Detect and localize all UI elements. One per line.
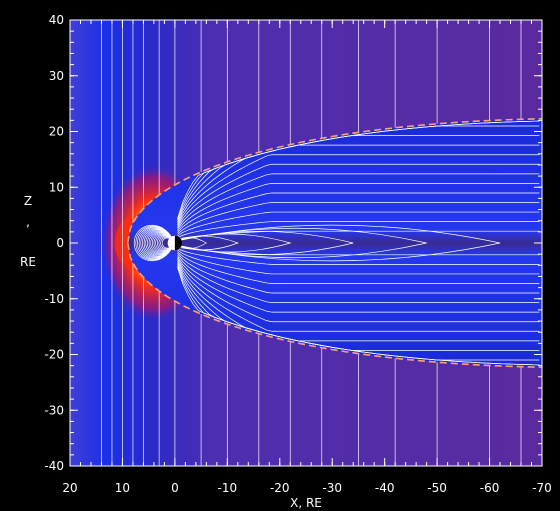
tail-field-line — [177, 256, 540, 313]
tail-field-line — [177, 211, 540, 237]
x-axis-label: X, RE — [290, 496, 322, 510]
tail-field-line — [177, 251, 540, 284]
x-tick-label: 20 — [62, 481, 77, 495]
y-tick-label: 30 — [49, 69, 64, 83]
y-axis: 40 30 20 10 0 -10 -20 -30 -40 — [44, 13, 542, 473]
tail-field-line — [177, 252, 540, 294]
x-axis: 20 10 0 -10 -20 -30 -40 -50 -60 -70 — [62, 20, 552, 495]
tail-field-line — [177, 249, 540, 275]
x-tick-label: -40 — [375, 481, 395, 495]
tail-field-line — [177, 154, 540, 227]
x-tick-label: -60 — [480, 481, 500, 495]
tail-field-line — [177, 254, 540, 303]
tail-field-line — [177, 246, 540, 256]
tail-field-line — [177, 221, 540, 238]
x-tick-label: -10 — [218, 481, 238, 495]
y-tick-label: 0 — [56, 236, 64, 250]
y-axis-label-line-2: , — [26, 215, 30, 229]
y-tick-label: 10 — [49, 180, 64, 194]
tail-field-line — [177, 257, 540, 323]
y-tick-label: -40 — [44, 459, 64, 473]
tail-field-line — [177, 248, 540, 265]
x-tick-label: -70 — [532, 481, 552, 495]
y-axis-label-line-1: Z — [24, 194, 32, 208]
nightside-loop — [180, 231, 354, 255]
tail-field-line — [177, 173, 540, 230]
tail-field-line — [177, 230, 540, 240]
nightside-loop — [180, 224, 501, 262]
tail-field-line — [177, 267, 540, 366]
tail-field-line — [177, 183, 540, 232]
magnetopause-boundary — [126, 118, 542, 368]
y-tick-label: 40 — [49, 13, 64, 27]
y-tick-label: 20 — [49, 125, 64, 139]
closed-field-lines — [133, 120, 540, 366]
magnetotail-region — [127, 118, 542, 368]
imf-field-lines — [101, 20, 522, 466]
tail-field-line — [177, 192, 540, 234]
y-tick-label: -10 — [44, 292, 64, 306]
tail-field-line — [177, 202, 540, 235]
x-tick-label: -50 — [427, 481, 447, 495]
tail-field-line — [177, 120, 540, 219]
y-tick-label: -30 — [44, 403, 64, 417]
x-tick-label: 10 — [115, 481, 130, 495]
x-tick-label: -20 — [270, 481, 290, 495]
nightside-loop — [179, 237, 208, 249]
planet-nightside — [174, 235, 183, 251]
tail-field-line — [177, 163, 540, 229]
nightside-loop — [180, 227, 427, 259]
x-tick-label: -30 — [322, 481, 342, 495]
planet-earth — [167, 235, 183, 251]
tail-field-line — [177, 259, 540, 332]
y-tick-label: -20 — [44, 348, 64, 362]
tail-field-line — [177, 261, 540, 342]
tail-field-line — [177, 144, 540, 225]
x-tick-label: 0 — [171, 481, 179, 495]
y-axis-label-line-3: RE — [20, 255, 36, 269]
dayside-field-line — [133, 224, 174, 262]
